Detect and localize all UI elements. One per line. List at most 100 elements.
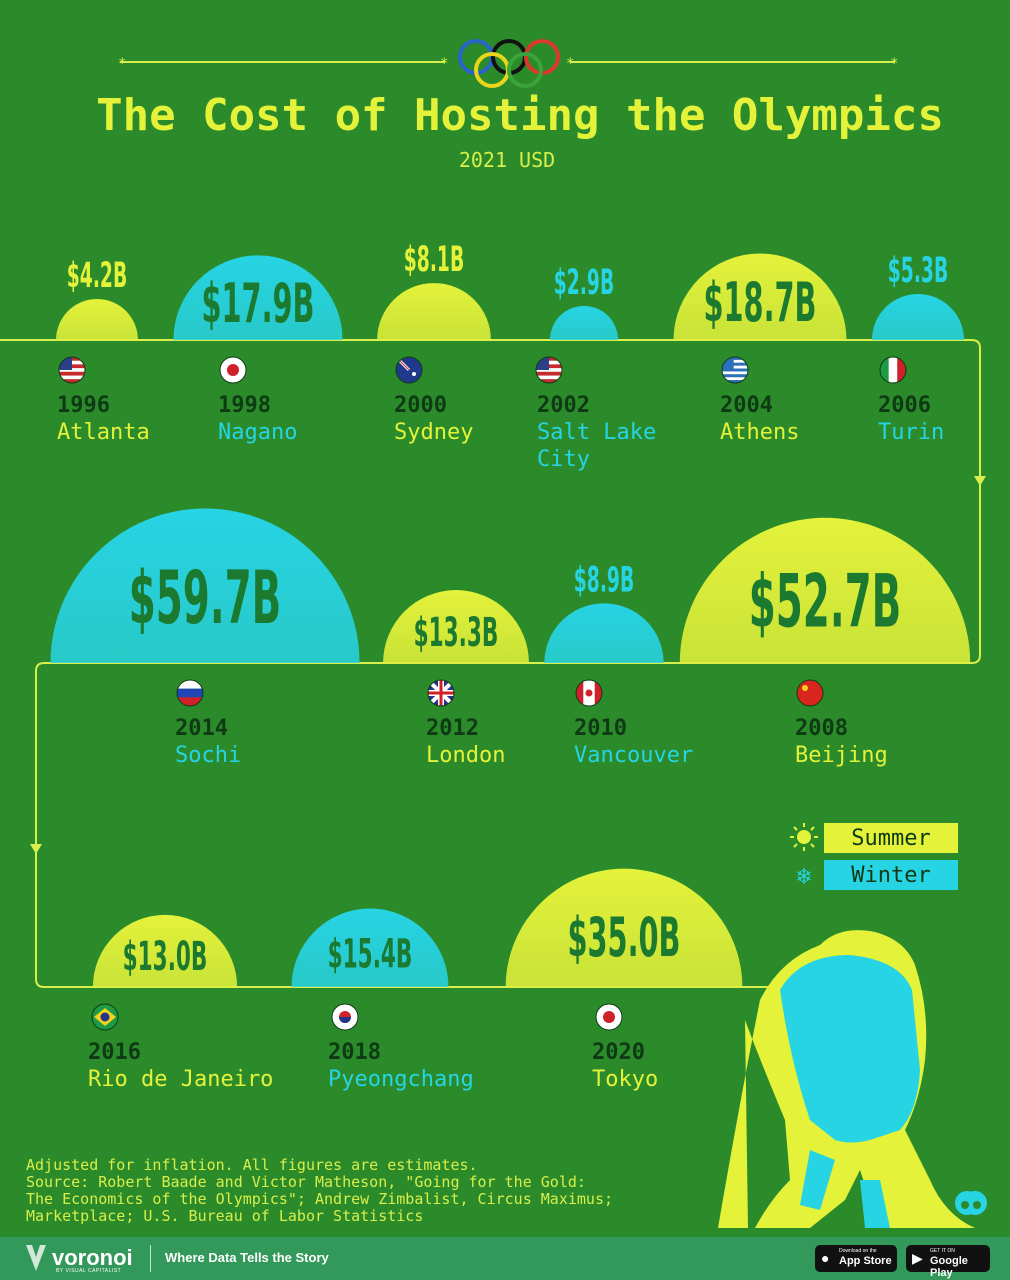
city-label-2008: Beijing <box>795 743 888 768</box>
flag-cn-icon <box>796 679 824 707</box>
play-icon: ▶ <box>912 1250 923 1266</box>
value-label-1998: $17.9B <box>201 273 314 335</box>
app-store-button[interactable]: ● Download on the App Store <box>815 1245 897 1272</box>
legend: Summer ❄ Winter <box>790 823 958 890</box>
value-label-2020: $35.0B <box>567 907 680 969</box>
flag-jp-icon <box>219 356 247 384</box>
note-line: Marketplace; U.S. Bureau of Labor Statis… <box>26 1207 423 1225</box>
flag-jp-icon <box>595 1003 623 1031</box>
note-line: Adjusted for inflation. All figures are … <box>26 1156 478 1174</box>
cost-semicircle-2010 <box>544 603 664 663</box>
voronoi-mark-icon <box>955 1191 987 1215</box>
arrow-down-icon <box>30 844 42 854</box>
legend-swatch-summer <box>824 823 958 853</box>
flag-br-icon <box>91 1003 119 1031</box>
year-label-1998: 1998 <box>218 393 271 418</box>
snowflake-icon: ❄ <box>797 862 812 890</box>
cost-semicircle-2000 <box>377 283 491 340</box>
cost-semicircle-2012 <box>383 590 529 663</box>
city-label-2012: London <box>426 743 505 768</box>
app-store-label: App Store <box>839 1255 892 1267</box>
olympics-cost-chart: * * * * The Cost of Hosting the Olympics… <box>0 39 987 1228</box>
svg-text:*: * <box>440 56 448 72</box>
cost-semicircle-1998 <box>173 255 343 340</box>
flag-it-icon <box>879 356 907 384</box>
apple-icon: ● <box>821 1250 830 1266</box>
flag-us-icon <box>58 356 86 384</box>
city-label-2000: Sydney <box>394 420 473 445</box>
sprinter-illustration <box>718 930 975 1228</box>
brand-name: voronoi <box>52 1245 133 1270</box>
cost-semicircle-2006 <box>871 293 965 340</box>
value-label-2016: $13.0B <box>123 933 208 980</box>
city-label-2002: Salt Lake <box>537 420 656 445</box>
cost-semicircle-2008 <box>679 517 971 663</box>
value-label-2014: $59.7B <box>129 556 282 641</box>
source-notes: Adjusted for inflation. All figures are … <box>26 1156 613 1225</box>
year-label-1996: 1996 <box>57 393 110 418</box>
flag-gb-icon <box>427 679 455 707</box>
year-label-2012: 2012 <box>426 716 479 741</box>
app-store-caption: Download on the <box>839 1248 877 1254</box>
cost-semicircle-2014 <box>50 508 360 663</box>
city-label-2004: Athens <box>720 420 799 445</box>
city-label-1996: Atlanta <box>57 420 150 445</box>
flag-us-icon <box>535 356 563 384</box>
cost-semicircle-2002 <box>549 305 619 340</box>
cost-semicircle-2004 <box>673 253 847 340</box>
year-label-2016: 2016 <box>88 1040 141 1065</box>
value-label-2008: $52.7B <box>749 559 902 644</box>
city-label-2010: Vancouver <box>574 743 693 768</box>
year-label-2020: 2020 <box>592 1040 645 1065</box>
year-label-2004: 2004 <box>720 393 773 418</box>
year-label-2010: 2010 <box>574 716 627 741</box>
value-label-2000: $8.1B <box>404 239 464 280</box>
google-play-label: Google Play <box>930 1255 968 1279</box>
city-label-2018: Pyeongchang <box>328 1067 474 1092</box>
value-label-2018: $15.4B <box>328 930 413 977</box>
year-label-2014: 2014 <box>175 716 228 741</box>
value-label-2006: $5.3B <box>888 250 948 291</box>
arrow-down-icon <box>974 476 986 486</box>
year-label-2018: 2018 <box>328 1040 381 1065</box>
header-ornament: * * * * <box>118 56 898 72</box>
cost-semicircle-2016 <box>92 914 238 987</box>
city-label-1998: Nagano <box>218 420 297 445</box>
cost-semicircle-2020 <box>505 868 743 987</box>
legend-label-winter: Winter <box>851 863 930 888</box>
svg-text:*: * <box>118 56 126 72</box>
cost-semicircle-2018 <box>291 908 449 987</box>
flag-gr-icon <box>721 356 749 384</box>
city-label-2020: Tokyo <box>592 1067 658 1092</box>
chart-subtitle: 2021 USD <box>459 148 555 172</box>
value-label-2010: $8.9B <box>574 559 634 600</box>
year-label-2000: 2000 <box>394 393 447 418</box>
legend-label-summer: Summer <box>851 826 930 851</box>
city-label-2016: Rio de Janeiro <box>88 1067 273 1092</box>
flag-au-icon <box>395 356 423 384</box>
value-label-1996: $4.2B <box>67 255 127 296</box>
footer-bar: voronoi BY VISUAL CAPITALIST Where Data … <box>0 1237 1010 1280</box>
year-label-2002: 2002 <box>537 393 590 418</box>
svg-text:*: * <box>566 56 574 72</box>
value-label-2004: $18.7B <box>703 272 816 334</box>
cost-semicircle-1996 <box>56 299 138 340</box>
value-label-2012: $13.3B <box>414 608 499 655</box>
voronoi-logo-icon <box>26 1245 46 1271</box>
olympic-rings-icon <box>458 39 560 88</box>
city-label-2002: City <box>537 447 590 472</box>
tagline: Where Data Tells the Story <box>165 1250 329 1265</box>
flag-kr-icon <box>331 1003 359 1031</box>
google-play-button[interactable]: ▶ GET IT ON Google Play <box>906 1245 990 1279</box>
city-label-2014: Sochi <box>175 743 241 768</box>
flag-ru-icon <box>176 679 204 707</box>
legend-swatch-winter <box>824 860 958 890</box>
note-line: The Economics of the Olympics"; Andrew Z… <box>26 1190 613 1208</box>
city-label-2006: Turin <box>878 420 944 445</box>
value-label-2002: $2.9B <box>554 261 614 302</box>
footer-divider <box>150 1245 151 1272</box>
flag-ca-icon <box>575 679 603 707</box>
sun-icon <box>790 823 818 851</box>
year-label-2008: 2008 <box>795 716 848 741</box>
